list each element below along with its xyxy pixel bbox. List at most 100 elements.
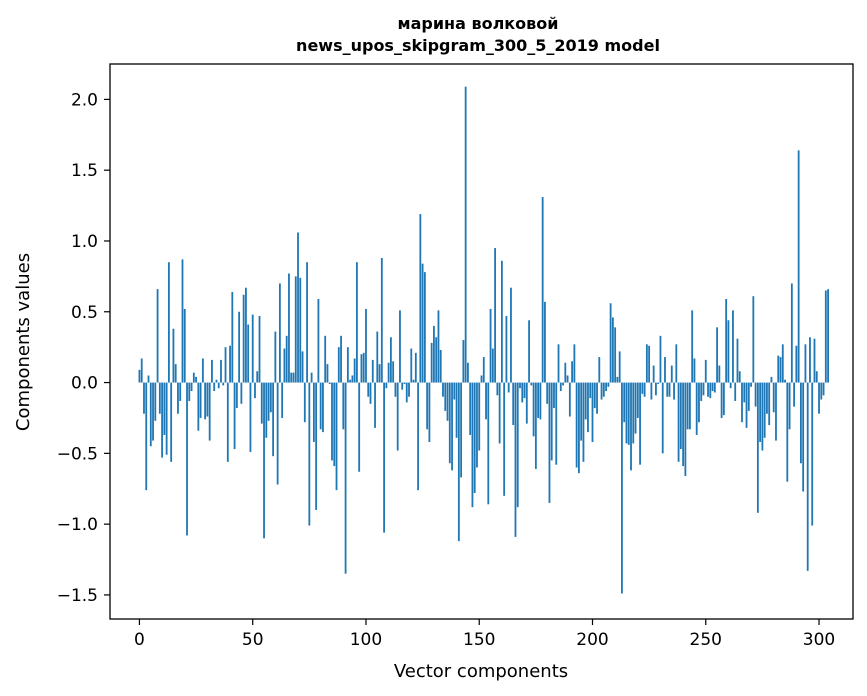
bar xyxy=(745,382,748,428)
bar xyxy=(587,382,589,433)
bar xyxy=(802,382,805,492)
bar xyxy=(589,382,592,399)
x-axis-label: Vector components xyxy=(394,661,568,682)
bar xyxy=(380,257,383,383)
bar xyxy=(677,382,680,462)
bar xyxy=(498,382,501,444)
bar xyxy=(396,382,399,451)
bar xyxy=(559,382,562,392)
bar xyxy=(328,382,331,384)
bar xyxy=(616,376,619,383)
bar xyxy=(788,382,791,430)
bar xyxy=(374,382,376,428)
x-tick-label: 100 xyxy=(350,630,382,650)
bar xyxy=(322,382,324,433)
bar xyxy=(464,86,467,383)
bar xyxy=(417,382,419,491)
bar xyxy=(353,358,356,383)
bar xyxy=(263,382,265,539)
bar xyxy=(500,260,503,383)
bar xyxy=(639,382,641,465)
bar xyxy=(530,382,533,386)
bar xyxy=(143,382,145,414)
bar xyxy=(433,325,435,383)
bar xyxy=(317,299,320,383)
y-tick-label: 1.5 xyxy=(71,161,98,181)
bar xyxy=(412,379,415,383)
bar xyxy=(405,382,408,403)
bar xyxy=(514,382,517,537)
bar xyxy=(177,382,179,414)
bar xyxy=(763,382,766,438)
bar xyxy=(598,357,601,383)
bar xyxy=(423,272,426,383)
x-tick-label: 250 xyxy=(690,630,722,650)
bar xyxy=(476,382,478,468)
bar xyxy=(494,248,496,383)
bar xyxy=(618,351,621,383)
bar xyxy=(525,382,528,424)
x-ticks: 0 50 100 150 200 250 300 xyxy=(134,619,835,650)
y-tick-label: 0.5 xyxy=(71,303,98,323)
bar xyxy=(790,283,793,383)
bar xyxy=(813,338,816,383)
bar xyxy=(299,277,302,383)
x-tick-label: 300 xyxy=(803,630,835,650)
bar xyxy=(306,262,308,383)
bar xyxy=(577,382,580,474)
bar xyxy=(795,345,798,383)
bar xyxy=(820,382,823,400)
bar xyxy=(824,290,827,383)
bar xyxy=(573,344,576,383)
bar xyxy=(797,150,800,383)
bar xyxy=(172,328,175,383)
x-tick-label: 50 xyxy=(242,630,264,650)
bar xyxy=(664,357,666,383)
bar xyxy=(457,382,460,542)
bar xyxy=(729,382,732,389)
bar xyxy=(544,301,546,383)
bar xyxy=(691,310,694,383)
bar xyxy=(607,382,610,387)
bar xyxy=(206,382,209,417)
bar xyxy=(367,382,370,397)
bar xyxy=(734,382,737,401)
bar xyxy=(564,362,567,383)
y-tick-label: −1.5 xyxy=(57,586,98,606)
bar xyxy=(312,382,315,443)
bar xyxy=(204,382,207,420)
bar xyxy=(410,348,413,383)
chart-title-line-2: news_upos_skipgram_300_5_2019 model xyxy=(296,36,660,55)
bar xyxy=(537,382,540,418)
bar xyxy=(627,382,630,445)
bar xyxy=(521,382,524,403)
bar xyxy=(478,382,481,451)
bar xyxy=(303,382,306,423)
bar xyxy=(233,382,236,450)
bar xyxy=(516,382,519,508)
bar xyxy=(213,382,216,392)
bar xyxy=(507,382,510,393)
bar xyxy=(349,379,352,383)
bars-group xyxy=(138,86,829,594)
bar xyxy=(360,354,363,383)
bar xyxy=(600,382,603,400)
bar xyxy=(750,382,752,387)
bar xyxy=(394,382,397,397)
bar xyxy=(167,262,170,383)
bar xyxy=(369,382,372,404)
bar xyxy=(781,344,784,383)
bar xyxy=(235,382,238,409)
bar xyxy=(179,382,182,401)
bar xyxy=(346,347,349,383)
bar xyxy=(625,382,628,444)
y-tick-label: 2.0 xyxy=(71,90,98,110)
bar xyxy=(290,372,293,383)
bar xyxy=(335,382,338,491)
bar xyxy=(541,197,544,383)
bar xyxy=(630,382,632,471)
bar xyxy=(761,382,764,451)
bar xyxy=(326,364,329,383)
bar xyxy=(534,382,537,469)
